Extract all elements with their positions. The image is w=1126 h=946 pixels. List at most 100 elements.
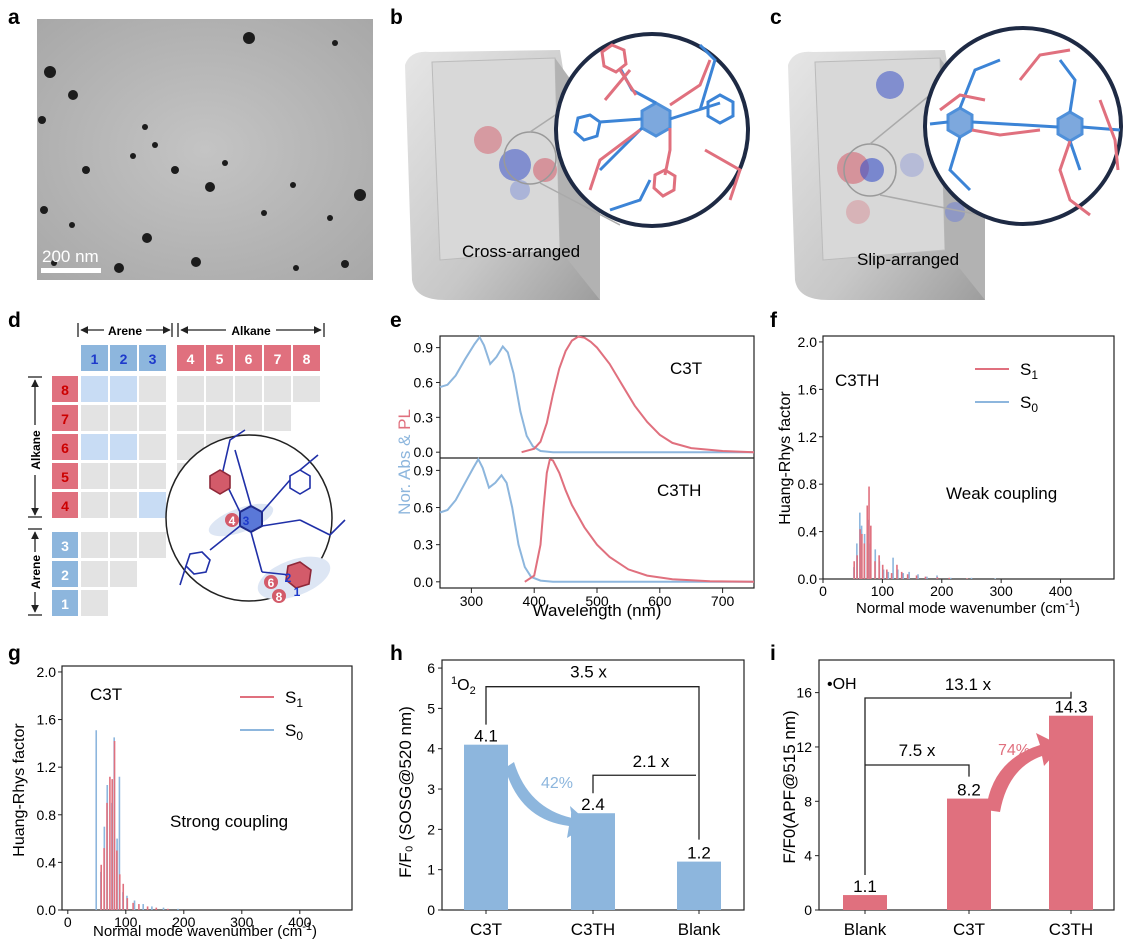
- x-tick-label-e: 300: [460, 593, 484, 609]
- matrix-col-label: 1: [91, 351, 99, 367]
- matrix-row-8: [52, 376, 78, 402]
- y-tick-label: 0.4: [798, 524, 818, 540]
- chart-title: C3T: [90, 685, 122, 704]
- plot-frame-e: [439, 335, 755, 589]
- x-tick-label-i: Blank: [844, 920, 887, 939]
- bar-C3T: [464, 744, 508, 910]
- y-axis-label-i: F/F0(APF@515 nm): [780, 710, 799, 863]
- panel-c-illustration: Slip-arranged: [788, 26, 1123, 300]
- matrix-row-4: [52, 492, 78, 518]
- matrix-row-label: 7: [61, 411, 69, 427]
- y-axis-label-h: F/F₀ (SOSG@520 nm): [396, 706, 415, 878]
- matrix-row-labels: 8 7 6 5 4 3 2 1: [52, 376, 78, 616]
- panel-i-bars: 0 4 8 12 16 1.1 Blank 8.2 C3T 14.3 C3TH 13.1 x 7.5 x…: [780, 659, 1115, 939]
- y-tick-label: 1.6: [798, 381, 818, 397]
- tem-image: 200 nm: [37, 19, 373, 280]
- matrix-col-4: [177, 345, 204, 371]
- y-tick-label: 1.2: [37, 759, 57, 775]
- x-tick-label-e: 500: [585, 593, 609, 609]
- bracket-label-1: 3.5 x: [570, 663, 607, 682]
- x-tick-label: 0: [819, 583, 827, 599]
- bar-value-label: 1.1: [853, 877, 877, 896]
- matrix-col-1: [81, 345, 108, 371]
- bracket-1: [864, 691, 1072, 876]
- matrix-col-label: 4: [187, 351, 195, 367]
- matrix-col-label: 2: [120, 351, 128, 367]
- bar-value-label: 8.2: [957, 781, 981, 800]
- x-tick-label-h: C3T: [470, 920, 502, 939]
- pl-line-C3TH: [524, 457, 755, 583]
- y-tick-label-e: 0.3: [414, 537, 434, 553]
- molecule-structure: 4 3 6 2 8 1: [165, 429, 346, 604]
- matrix-cell: [110, 492, 137, 518]
- y-tick-label-e: 0.0: [414, 444, 434, 460]
- matrix-cell: [139, 434, 166, 460]
- x-tick-label-e: 400: [523, 593, 547, 609]
- coupling-annotation: Weak coupling: [946, 484, 1057, 503]
- x-tick-label-i: C3T: [953, 920, 985, 939]
- y-tick-label: 0.8: [798, 476, 818, 492]
- bracket-1: [485, 686, 700, 840]
- y-axis-label-e: Nor. Abs & PL: [395, 409, 414, 515]
- matrix-col-label: 6: [245, 351, 253, 367]
- matrix-cell: [110, 376, 137, 402]
- x-tick-label: 200: [930, 583, 954, 599]
- matrix-cell: [81, 463, 108, 489]
- series-label-C3T: C3T: [670, 359, 702, 378]
- matrix-cell: [110, 463, 137, 489]
- mol-tag-6: 6: [268, 576, 275, 590]
- y-tick-label-e: 0.0: [414, 574, 434, 590]
- y-tick-label-i: 8: [804, 793, 812, 809]
- panel-letter-h: h: [390, 642, 403, 665]
- nanoparticles: [38, 32, 366, 273]
- x-tick-label-h: C3TH: [571, 920, 615, 939]
- bracket-label-1: 13.1 x: [945, 675, 992, 694]
- mol-tag-3: 3: [243, 514, 250, 528]
- matrix-row-label: 3: [61, 538, 69, 554]
- matrix-col-7: [264, 345, 291, 371]
- matrix-cell: [110, 405, 137, 431]
- matrix-cell: [110, 561, 137, 587]
- matrix-row-label: 4: [61, 498, 69, 514]
- bracket-2: [865, 764, 970, 777]
- coupling-annotation: Strong coupling: [170, 812, 288, 831]
- matrix-col-label: 5: [216, 351, 224, 367]
- y-tick-label-h: 3: [427, 781, 435, 797]
- matrix-cell: [81, 532, 108, 558]
- matrix-row-7: [52, 405, 78, 431]
- panel-b-illustration: Cross-arranged: [405, 32, 750, 300]
- matrix-col-label: 7: [274, 351, 282, 367]
- matrix-row-label: 1: [61, 596, 69, 612]
- y-tick-label: 0.0: [37, 902, 57, 918]
- matrix-cell: [206, 376, 233, 402]
- legend-label: S1: [1020, 360, 1038, 382]
- matrix-col-3: [139, 345, 166, 371]
- matrix-column-labels: 1 2 3 4 5 6 7 8: [81, 345, 320, 371]
- panel-letter-f: f: [770, 309, 778, 332]
- y-tick-label: 0.0: [798, 571, 818, 587]
- matrix-cell: [81, 434, 108, 460]
- percent-label: 74%: [998, 742, 1030, 759]
- matrix-cell: [235, 376, 262, 402]
- matrix-row-label: 8: [61, 382, 69, 398]
- x-tick-label: 400: [1049, 583, 1073, 599]
- y-tick-label-i: 16: [796, 685, 812, 701]
- x-tick-label: 400: [288, 914, 312, 930]
- bracket-label-2: 7.5 x: [899, 741, 936, 760]
- x-tick-label-h: Blank: [678, 920, 721, 939]
- increase-arrow: [986, 733, 1062, 812]
- label-cross-arranged: Cross-arranged: [462, 242, 580, 261]
- plot-frame-g: [61, 665, 353, 911]
- y-tick-label-e: 0.3: [414, 409, 434, 425]
- bar-Blank: [677, 861, 721, 910]
- bar-value-label: 2.4: [581, 795, 605, 814]
- matrix-col-label: 3: [149, 351, 157, 367]
- y-tick-label-h: 5: [427, 700, 435, 716]
- matrix-cell: [139, 463, 166, 489]
- matrix-cell: [177, 405, 204, 431]
- x-tick-label-e: 600: [648, 593, 672, 609]
- bar-C3T: [947, 798, 991, 910]
- mol-tag-2: 2: [285, 571, 292, 585]
- mol-tag-1: 1: [294, 585, 301, 599]
